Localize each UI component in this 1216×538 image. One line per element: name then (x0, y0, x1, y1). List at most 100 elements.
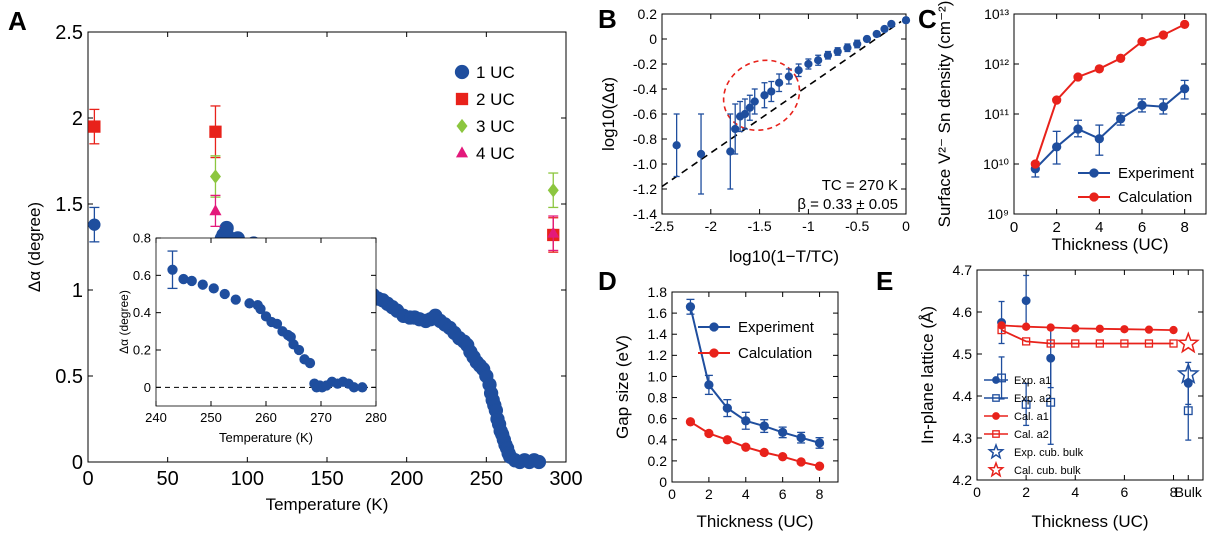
data-point (794, 66, 803, 75)
legend-marker (455, 146, 469, 158)
x-axis-label-d: Thickness (UC) (696, 512, 813, 531)
y-tick-label: 0.4 (648, 432, 668, 448)
data-point-experiment (1158, 102, 1168, 112)
data-point (1021, 296, 1031, 306)
inset-y-tick-label: 0.8 (133, 231, 151, 246)
y-tick-label: -0.2 (633, 56, 657, 72)
legend-label: Exp. a1 (1014, 375, 1051, 387)
y-axis-label-a: Δα (degree) (25, 202, 44, 292)
data-point (1183, 406, 1193, 416)
data-point-1uc (88, 218, 101, 231)
x-tick-label: -1.5 (748, 218, 772, 234)
error-bar (1023, 382, 1030, 427)
y-axis-label-e: In-plane lattice (Å) (918, 306, 937, 444)
data-point (1095, 324, 1104, 333)
data-marks-b (661, 16, 911, 195)
x-tick-label: 8 (1170, 484, 1178, 500)
legend-label: 4 UC (476, 144, 515, 163)
inset-data-point (186, 275, 197, 287)
x-tick-label: 0 (82, 468, 93, 490)
x-tick-label: 6 (1138, 219, 1146, 236)
y-tick-label: 0.6 (648, 411, 668, 427)
data-point-experiment (741, 416, 751, 426)
data-point (833, 47, 842, 56)
legend-label: Experiment (1118, 165, 1195, 182)
data-point-experiment (814, 438, 825, 448)
x-tick-label: 4 (742, 486, 750, 502)
inset-x-tick-label: 270 (310, 410, 332, 425)
data-marks-d (685, 298, 825, 471)
x-tick-label: 0 (973, 484, 981, 500)
y-tick-label: 10¹² (984, 56, 1009, 72)
x-tick-label: 8 (816, 486, 824, 502)
x-tick-label: 50 (157, 468, 179, 490)
panel-b: B -2.5 -2 -1.5 -1 -0.5 0-1.4-1.2-1.0-0.8-0.6-… (598, 4, 911, 266)
data-point (814, 56, 823, 65)
data-point-calculation (704, 428, 714, 439)
data-point-experiment (759, 421, 769, 431)
legend-marker (1089, 192, 1099, 202)
data-point-calculation (1158, 30, 1168, 40)
data-point (726, 147, 735, 156)
data-point-4uc (209, 204, 222, 216)
legend-marker (992, 412, 1000, 420)
x-axis-label-c: Thickness (UC) (1051, 235, 1168, 254)
y-tick-label: 10¹⁰ (983, 156, 1009, 172)
inset-y-tick-label: 0.2 (133, 343, 151, 358)
inset-ticks: 240 250 260 270 280 0 0.2 0.4 0.6 0.8 (133, 231, 387, 425)
y-tick-label: 4.6 (953, 304, 973, 320)
data-point (1095, 339, 1104, 348)
inset-data-point (208, 283, 219, 294)
y-tick-label: 1.0 (648, 368, 668, 384)
y-tick-label: 0 (649, 31, 657, 47)
data-point (696, 149, 706, 159)
data-point (1071, 324, 1080, 333)
data-point (1144, 325, 1154, 334)
data-point-4uc (547, 226, 560, 238)
panel-letter-d: D (598, 266, 617, 296)
x-tick-label: 4 (1071, 484, 1079, 500)
data-point-experiment (1180, 84, 1190, 94)
error-bar (1047, 359, 1054, 445)
legend-label: 2 UC (476, 90, 515, 109)
y-tick-label: -0.8 (633, 131, 657, 147)
inset-x-tick-label: 280 (365, 410, 387, 425)
y-axis-label-c: Surface V²⁻ Sn density (cm⁻²) (935, 1, 954, 228)
x-tick-label: 2 (1052, 219, 1060, 236)
data-point (750, 97, 759, 106)
data-point (853, 39, 862, 49)
error-bar (1185, 380, 1192, 441)
x-tick-label: 6 (779, 486, 787, 502)
axis-ticks-c: 0 2 4 6 8 10⁹ 10¹⁰ 10¹¹ 10¹² 10¹³ (983, 6, 1206, 236)
y-tick-label: 0.2 (648, 453, 668, 469)
panel-d: D 0 2 4 6 8 0 0.2 0.4 0.6 0.8 1.0 1.2 1.4 1.6 1.8 Expe… (598, 266, 839, 531)
inset-x-tick-label: 250 (200, 410, 222, 425)
y-tick-label: 0 (72, 452, 83, 474)
annotation-tc: TC = 270 K (822, 177, 898, 194)
data-point (843, 43, 852, 52)
inset-marks (156, 250, 376, 393)
y-tick-label: 1.5 (55, 194, 83, 216)
y-tick-label: 10⁹ (987, 206, 1009, 222)
data-point-experiment (1052, 142, 1062, 152)
inset-data-point (230, 294, 241, 305)
axis-ticks-d: 0 2 4 6 8 0 0.2 0.4 0.6 0.8 1.0 1.2 1.4 1.6 1.8 (648, 284, 838, 502)
data-point (1120, 325, 1129, 334)
data-point-calculation (1137, 36, 1147, 47)
plot-frame-d (671, 291, 839, 483)
x-axis-label-b: log10(1−T/TC) (729, 247, 839, 266)
data-point-calculation (778, 452, 788, 462)
x-tick-label: 8 (1180, 219, 1188, 236)
x-tick-label-bulk: Bulk (1175, 484, 1203, 500)
data-point (1046, 323, 1055, 332)
x-tick-label: -0.5 (845, 218, 869, 234)
legend-label: Cal. cub. bulk (1014, 465, 1081, 477)
panel-c: C 0 2 4 6 8 10⁹ 10¹⁰ 10¹¹ 10¹² 10¹³ Experiment Cal… (918, 1, 1207, 254)
data-point-experiment (1094, 134, 1104, 144)
legend-marker (992, 376, 1000, 384)
legend-marker (992, 430, 1000, 438)
data-point-calculation (685, 417, 696, 427)
legend-label: 3 UC (476, 117, 515, 136)
data-point-experiment (1073, 124, 1083, 134)
